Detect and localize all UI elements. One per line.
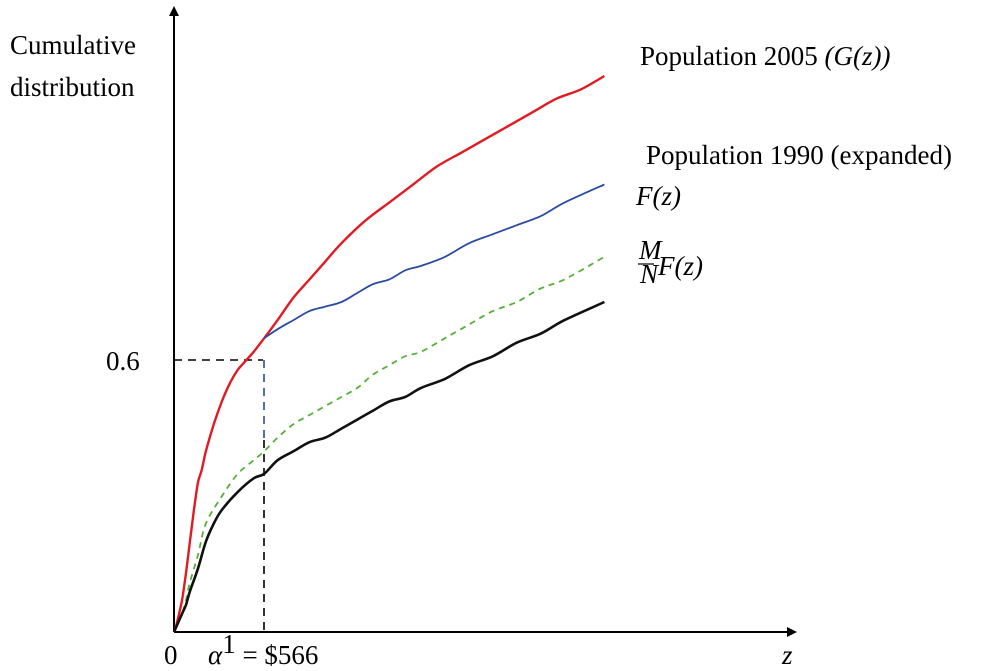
origin-label: 0: [164, 640, 178, 670]
label-2005-text: Population 2005: [640, 41, 825, 71]
series-label-mn-f-z: M N F(z): [638, 235, 703, 289]
y-marker-label: 0.6: [106, 346, 140, 376]
series-label-population-2005: Population 2005 (G(z)): [640, 41, 891, 71]
frac-numerator: M: [638, 235, 663, 265]
label-2005-math: (G(z)): [825, 41, 891, 71]
series-line-population-2005: [172, 74, 605, 633]
series-label-f-z: F(z): [635, 181, 681, 211]
series-label-population-1990: Population 1990 (expanded): [646, 140, 952, 170]
series-line-f-z: [173, 256, 605, 633]
series-line-population-1990: [263, 183, 605, 339]
x-marker-alpha: α: [208, 640, 223, 670]
series-line-mn-f-z: [172, 300, 605, 633]
x-marker-sup: 1: [222, 629, 236, 659]
x-axis-label: z: [781, 640, 793, 670]
x-marker-rest: = $566: [236, 640, 319, 670]
frac-denominator: N: [639, 259, 660, 289]
y-axis-label-line1: Cumulative: [10, 30, 136, 60]
mn-f-z-text: F(z): [657, 251, 703, 281]
x-marker-label: α1 = $566: [208, 629, 318, 670]
y-axis-label-line2: distribution: [10, 72, 135, 102]
